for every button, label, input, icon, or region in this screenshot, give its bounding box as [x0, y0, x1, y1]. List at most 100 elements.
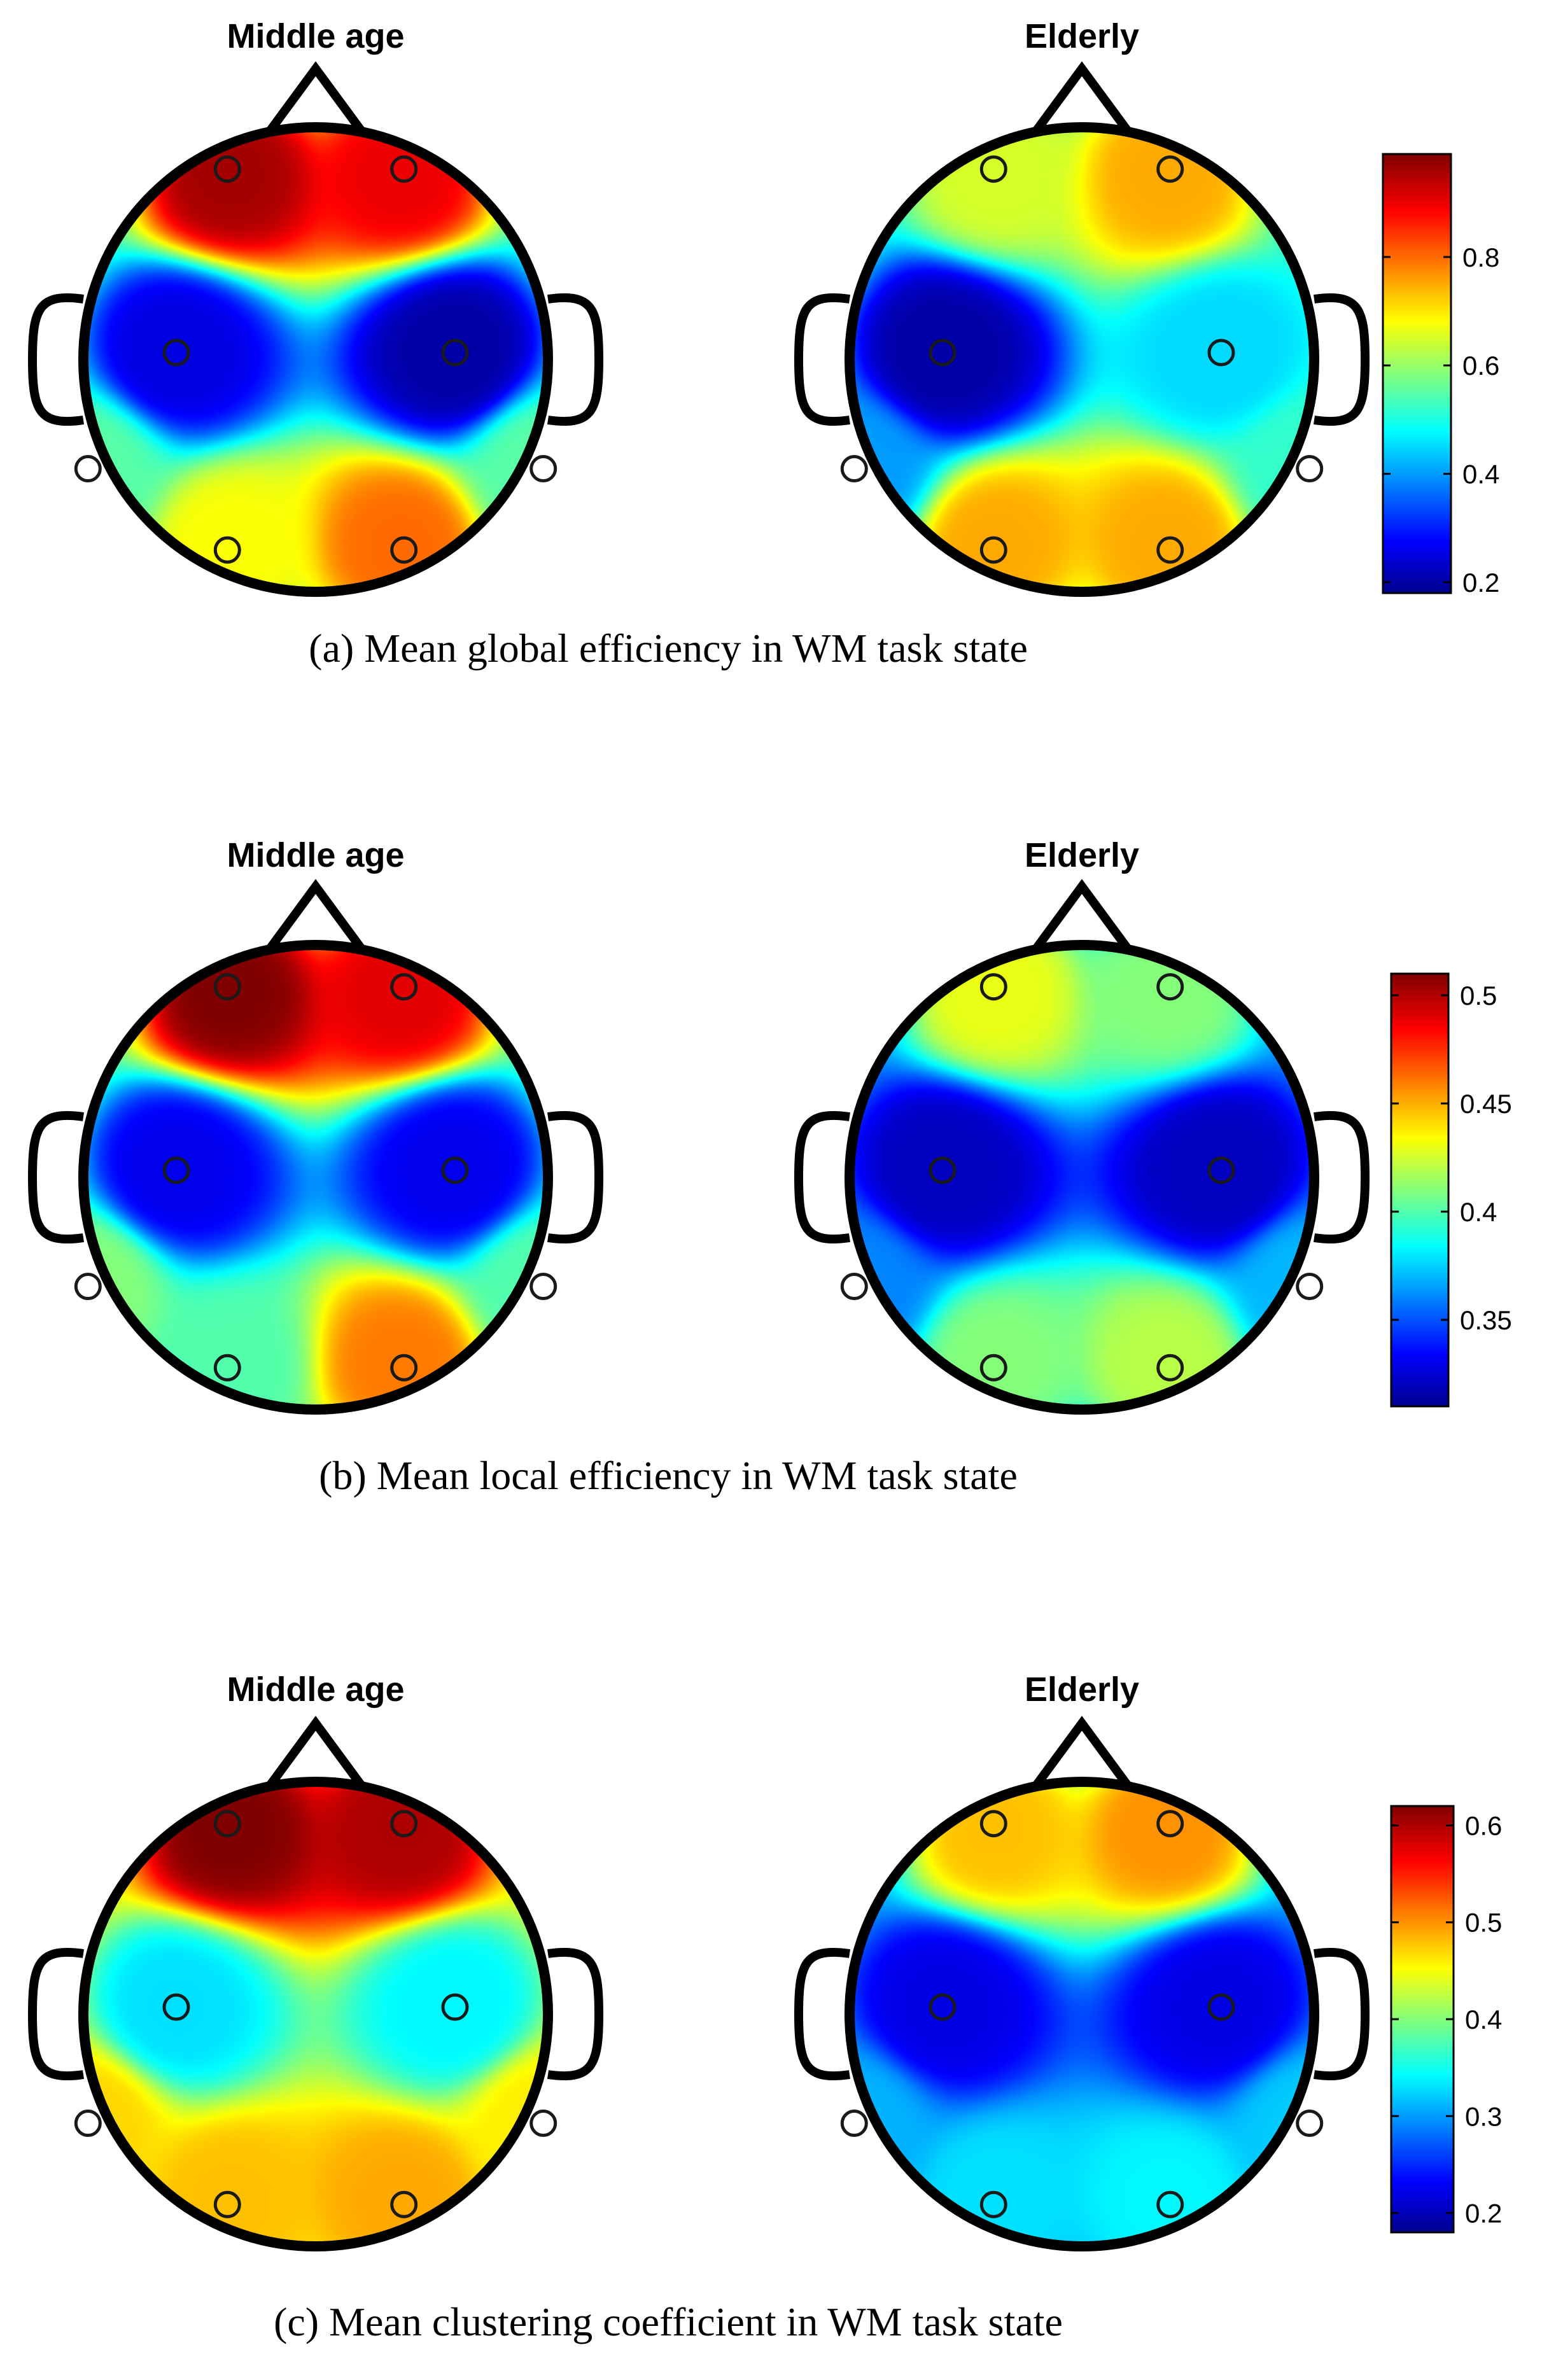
channel-marker-t-right: [1296, 455, 1324, 483]
panel-caption: (a) Mean global efficiency in WM task st…: [309, 626, 1028, 671]
channel-marker-c-right: [1207, 339, 1235, 367]
channel-marker-f-left: [213, 1810, 241, 1838]
channel-marker-t-right: [1296, 1273, 1324, 1301]
channel-marker-f-left: [979, 973, 1007, 1001]
right-ear-outline: [547, 1110, 604, 1244]
channel-marker-c-right: [441, 1156, 469, 1184]
channel-marker-p-left: [213, 536, 241, 564]
right-ear-outline: [1314, 1947, 1370, 2081]
scalp-heatmap: [850, 945, 1314, 1410]
channel-marker-p-left: [979, 536, 1007, 564]
left-ear-outline: [794, 1110, 850, 1244]
colorbar-gradient: [1382, 153, 1452, 594]
map-title: Middle age: [227, 836, 404, 874]
channel-marker-p-left: [979, 2190, 1007, 2218]
topomap-elderly-3: Elderly: [794, 1670, 1370, 2251]
channel-marker-f-left: [979, 1810, 1007, 1838]
channel-marker-p-right: [390, 536, 418, 564]
channel-marker-f-left: [979, 155, 1007, 183]
channel-marker-p-left: [979, 1354, 1007, 1382]
colorbar-1: 0.2 0.4 0.6 0.8: [1382, 153, 1499, 598]
scalp-heatmap: [850, 1782, 1314, 2246]
channel-marker-t-right: [529, 1273, 557, 1301]
channel-marker-p-left: [213, 1354, 241, 1382]
colorbar-tick-label: 0.6: [1462, 351, 1499, 381]
channel-marker-c-left: [929, 1993, 957, 2021]
head-outline: [845, 940, 1319, 1415]
head-outline: [845, 1777, 1319, 2251]
right-ear-outline: [547, 293, 604, 426]
topomap-elderly-2: Elderly: [794, 836, 1370, 1415]
colorbar-3: 0.2 0.3 0.4 0.5 0.6: [1390, 1805, 1502, 2234]
channel-marker-f-left: [213, 155, 241, 183]
channel-marker-t-left: [840, 2110, 868, 2138]
map-title: Elderly: [1025, 836, 1139, 874]
channel-marker-t-right: [1296, 2110, 1324, 2138]
panel-caption: (b) Mean local efficiency in WM task sta…: [319, 1453, 1018, 1498]
colorbar-tick-label: 0.2: [1462, 568, 1499, 598]
channel-marker-f-right: [1156, 1810, 1184, 1838]
left-ear-outline: [27, 1947, 84, 2081]
colorbar-tick-label: 0.5: [1465, 1908, 1502, 1938]
colorbar-tick-label: 0.8: [1462, 242, 1499, 272]
channel-marker-c-left: [162, 1156, 190, 1184]
topomap-middle-age-3: Middle age: [27, 1670, 604, 2251]
channel-marker-t-right: [529, 2110, 557, 2138]
scalp-heatmap: [850, 127, 1314, 592]
right-ear-outline: [547, 1947, 604, 2081]
topomap-middle-age-1: Middle age: [27, 17, 604, 597]
left-ear-outline: [794, 293, 850, 426]
colorbar-tick-label: 0.4: [1460, 1197, 1497, 1227]
channel-marker-f-right: [390, 155, 418, 183]
panel-caption: (c) Mean clustering coefficient in WM ta…: [274, 2299, 1063, 2344]
channel-marker-t-left: [74, 2110, 102, 2138]
channel-marker-p-right: [1156, 1354, 1184, 1382]
colorbar-tick-label: 0.4: [1465, 2005, 1502, 2034]
colorbar-tick-label: 0.5: [1460, 981, 1497, 1011]
colorbar-gradient: [1390, 1805, 1455, 2234]
colorbar-tick-label: 0.35: [1460, 1305, 1512, 1335]
head-outline: [78, 1777, 553, 2251]
channel-marker-f-right: [390, 1810, 418, 1838]
channel-marker-f-right: [1156, 973, 1184, 1001]
topomap-elderly-1: Elderly: [794, 17, 1370, 597]
colorbar-tick-label: 0.45: [1460, 1089, 1512, 1119]
channel-marker-f-right: [1156, 155, 1184, 183]
map-title: Elderly: [1025, 17, 1139, 55]
left-ear-outline: [27, 293, 84, 426]
channel-marker-c-left: [929, 339, 957, 367]
colorbar-tick-label: 0.4: [1462, 459, 1499, 489]
channel-marker-f-right: [390, 973, 418, 1001]
colorbar-tick-label: 0.2: [1465, 2199, 1502, 2229]
colorbar-tick-label: 0.3: [1465, 2101, 1502, 2131]
channel-marker-c-right: [441, 339, 469, 367]
map-title: Elderly: [1025, 1670, 1139, 1709]
scalp-heatmap: [83, 127, 548, 592]
colorbar-tick-label: 0.6: [1465, 1810, 1502, 1840]
channel-marker-c-right: [1207, 1156, 1235, 1184]
channel-marker-t-left: [840, 455, 868, 483]
channel-marker-t-right: [529, 455, 557, 483]
channel-marker-c-right: [1207, 1993, 1235, 2021]
channel-marker-c-left: [162, 1993, 190, 2021]
colorbar-gradient: [1390, 972, 1450, 1408]
scalp-heatmap: [83, 1782, 548, 2246]
channel-marker-p-right: [390, 2190, 418, 2218]
head-outline: [78, 940, 553, 1415]
channel-marker-t-left: [74, 1273, 102, 1301]
colorbar-2: 0.35 0.4 0.45 0.5: [1390, 972, 1512, 1408]
channel-marker-p-right: [1156, 2190, 1184, 2218]
channel-marker-f-left: [213, 973, 241, 1001]
scalp-heatmap: [83, 945, 548, 1410]
channel-marker-p-left: [213, 2190, 241, 2218]
head-outline: [845, 122, 1319, 597]
head-outline: [78, 122, 553, 597]
map-title: Middle age: [227, 17, 404, 55]
topomap-middle-age-2: Middle age: [27, 836, 604, 1415]
left-ear-outline: [794, 1947, 850, 2081]
channel-marker-t-left: [840, 1273, 868, 1301]
channel-marker-p-right: [1156, 536, 1184, 564]
channel-marker-p-right: [390, 1354, 418, 1382]
channel-marker-t-left: [74, 455, 102, 483]
